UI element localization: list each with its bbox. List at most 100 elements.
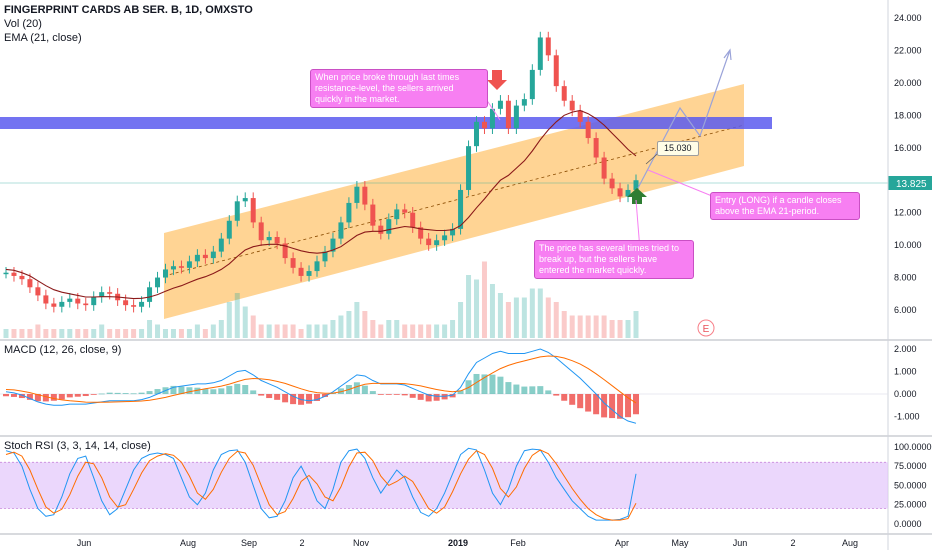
volume-bar: [290, 324, 296, 338]
stoch-tick-label: 0.0000: [894, 519, 922, 529]
price-candle: [155, 277, 161, 288]
price-candle: [226, 220, 232, 239]
callout-entry: Entry (LONG) if a candle closes above th…: [710, 192, 860, 220]
macd-histogram-bar: [82, 394, 89, 397]
price-candle: [625, 189, 631, 197]
macd-tick-label: 1.000: [894, 367, 917, 377]
volume-bar: [521, 297, 527, 338]
volume-bar: [434, 324, 440, 338]
price-candle: [418, 227, 424, 239]
volume-bar: [330, 320, 336, 338]
price-candle: [593, 138, 599, 158]
macd-tick-label: 0.000: [894, 389, 917, 399]
price-candle: [402, 209, 408, 213]
time-tick-label: Sep: [241, 538, 257, 548]
macd-histogram-bar: [250, 390, 257, 394]
price-candle: [434, 240, 440, 246]
macd-histogram-bar: [377, 394, 384, 395]
macd-histogram-bar: [66, 394, 73, 398]
last-price-tag: [888, 176, 932, 190]
macd-histogram-bar: [218, 388, 225, 394]
macd-pane: 2.000 1.000 0.000 -1.000: [0, 344, 920, 424]
time-tick-label: Nov: [353, 538, 370, 548]
macd-histogram-bar: [321, 394, 328, 397]
price-candle: [19, 275, 25, 280]
price-candle: [354, 186, 360, 203]
price-candle: [585, 121, 591, 139]
macd-histogram-bar: [274, 394, 281, 400]
volume-bar: [115, 329, 121, 338]
volume-bar: [450, 320, 456, 338]
time-tick-label: 2: [299, 538, 304, 548]
price-candle: [83, 303, 89, 306]
price-tick-label: 24.000: [894, 13, 922, 23]
volume-legend: Vol (20): [4, 18, 42, 30]
volume-bar: [107, 329, 113, 338]
macd-histogram-bar: [154, 389, 161, 394]
callout-resistance: When price broke through last times resi…: [310, 69, 488, 108]
price-candle: [521, 99, 527, 106]
volume-bar: [99, 324, 105, 338]
stoch-tick-label: 100.0000: [894, 442, 932, 452]
macd-histogram-bar: [337, 388, 344, 394]
channel-midline: [163, 124, 745, 277]
macd-histogram-bar: [266, 394, 273, 399]
volume-bar: [354, 302, 360, 338]
macd-histogram-bar: [577, 394, 584, 409]
volume-bar: [322, 324, 328, 338]
macd-legend: MACD (12, 26, close, 9): [4, 344, 122, 356]
price-candle: [242, 198, 248, 202]
volume-bar: [83, 329, 89, 338]
volume-bar: [553, 302, 559, 338]
time-tick-label: Aug: [180, 538, 196, 548]
callout-support: The price has several times tried to bre…: [534, 240, 694, 279]
price-candle: [633, 180, 639, 190]
price-candle: [178, 266, 184, 268]
macd-histogram-bar: [609, 394, 616, 419]
macd-histogram-bar: [210, 389, 217, 394]
chart-legend: FINGERPRINT CARDS AB SER. B, 1D, OMXSTO …: [4, 3, 253, 45]
price-candle: [529, 69, 535, 100]
volume-bar: [633, 311, 639, 338]
volume-bar: [569, 315, 575, 338]
price-candle: [378, 225, 384, 234]
macd-histogram-bar: [26, 394, 33, 400]
macd-histogram-bar: [290, 394, 297, 405]
macd-histogram-bar: [561, 394, 568, 401]
macd-histogram-bar: [186, 387, 193, 394]
earnings-badge[interactable]: [697, 319, 715, 337]
volume-bar: [505, 302, 511, 338]
time-tick-label: Feb: [510, 538, 526, 548]
price-candle: [481, 121, 487, 129]
volume-bar: [489, 284, 495, 338]
price-candle: [139, 301, 145, 307]
stoch-pane: 100.0000 75.0000 50.0000 25.0000 0.0000: [0, 442, 932, 529]
price-pane: E: [0, 31, 888, 338]
volume-bar: [545, 297, 551, 338]
price-candle: [314, 261, 320, 272]
macd-histogram: [3, 373, 639, 419]
macd-histogram-bar: [74, 394, 81, 397]
price-candle: [330, 238, 336, 252]
volume-bar: [426, 324, 432, 338]
volume-bar: [19, 329, 25, 338]
volume-bar: [162, 329, 168, 338]
price-candle: [27, 279, 33, 288]
macd-histogram-bar: [3, 394, 9, 397]
sell-arrow-icon: [487, 70, 507, 90]
macd-histogram-bar: [433, 394, 440, 401]
macd-histogram-bar: [234, 383, 241, 394]
volume-bar: [43, 329, 49, 338]
macd-histogram-bar: [353, 382, 360, 394]
volume-bar: [59, 329, 65, 338]
price-candle: [497, 100, 503, 109]
price-candle: [450, 228, 456, 236]
macd-histogram-bar: [178, 386, 185, 394]
macd-histogram-bar: [369, 391, 376, 394]
price-candle: [282, 243, 288, 259]
price-candle: [99, 292, 105, 298]
stoch-axis: 100.0000 75.0000 50.0000 25.0000 0.0000: [894, 442, 932, 529]
volume-bar: [27, 329, 33, 338]
macd-histogram-bar: [585, 394, 592, 412]
resistance-band: [0, 117, 772, 129]
